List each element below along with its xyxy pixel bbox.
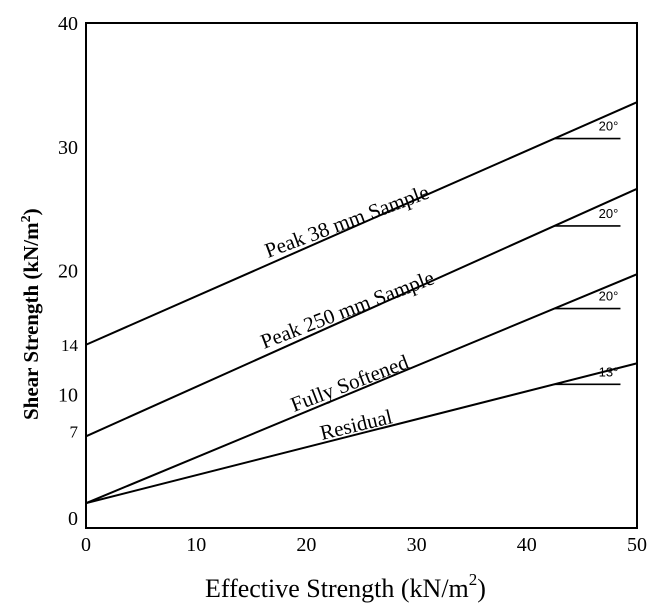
series-label-peak-38: Peak 38 mm Sample (261, 180, 432, 263)
y-intercept-label: 7 (70, 422, 79, 441)
series-label-residual: Residual (318, 404, 395, 445)
y-tick-label: 30 (58, 137, 78, 159)
x-tick-label: 0 (81, 534, 91, 556)
x-tick-label: 30 (407, 534, 427, 556)
y-tick-label: 20 (58, 261, 78, 283)
y-tick-label: 0 (68, 508, 78, 530)
axis-ticks: 0 10 20 30 40 50 0 10 20 30 40 7 14 (58, 13, 647, 556)
x-axis-title-sup: 2 (469, 570, 478, 589)
x-tick-label: 10 (186, 534, 206, 556)
series-line-3 (85, 362, 638, 505)
y-axis-title-sup: 2 (19, 215, 34, 222)
x-tick-label: 20 (296, 534, 316, 556)
y-tick-label: 10 (58, 384, 78, 406)
series-lines (85, 101, 638, 505)
series-label-peak-250: Peak 250 mm Sample (257, 265, 437, 353)
angle-label: 20° (599, 289, 619, 304)
y-axis-title-main: Shear Strength (kN/m (19, 222, 43, 420)
x-tick-label: 50 (627, 534, 647, 556)
y-intercept-label: 14 (61, 336, 79, 355)
angle-label: 20° (599, 206, 619, 221)
series-line-1 (85, 187, 638, 438)
x-axis-title-main: Effective Strength (kN/m (205, 574, 469, 603)
y-axis-title: Shear Strength (kN/m2) (19, 208, 43, 420)
x-tick-label: 40 (517, 534, 537, 556)
angle-markers: 20° 20° 20° 13° (554, 119, 621, 386)
x-axis-title-end: ) (477, 574, 486, 603)
series-label-fully-softened: Fully Softened (287, 350, 412, 417)
x-axis-title: Effective Strength (kN/m2) (205, 570, 486, 603)
y-tick-label: 40 (58, 13, 78, 35)
plot-frame (85, 22, 638, 529)
angle-label: 20° (599, 119, 619, 134)
series-line-2 (85, 273, 638, 505)
series-line-0 (85, 101, 638, 346)
angle-label: 13° (599, 364, 619, 379)
y-axis-title-end: ) (19, 208, 43, 215)
